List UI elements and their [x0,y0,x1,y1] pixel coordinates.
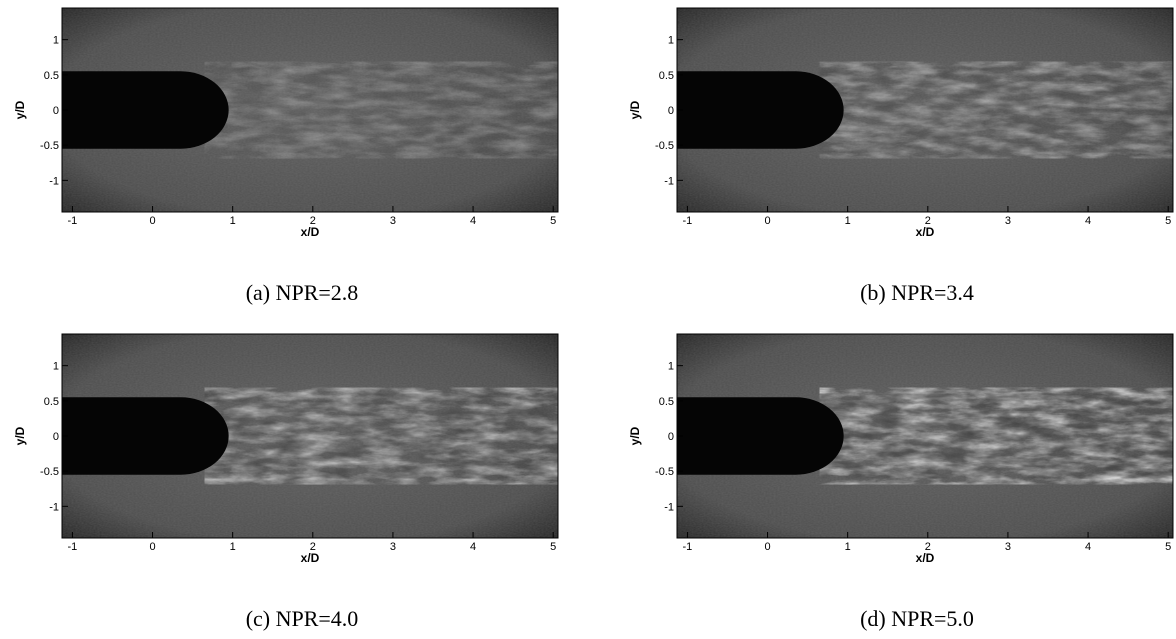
jet-dark [819,67,1173,153]
y-tick-label: -1 [49,175,59,187]
schlieren-image: -1 0 1 2 3 4 5 -1 -0.5 0 0.5 1 x/D y/D (c) NPR=4.0 [13,333,559,631]
x-tick-label: 0 [149,215,155,227]
x-tick-label: 5 [550,541,556,553]
x-tick-label: 1 [230,541,236,553]
jet-dark [204,67,558,153]
x-tick-label: -1 [683,215,693,227]
y-tick-label: 0 [53,431,59,443]
caption: (a) NPR=2.8 [246,280,359,305]
y-tick-label: -1 [664,175,674,187]
caption: (c) NPR=4.0 [246,606,359,631]
x-tick-label: 1 [230,215,236,227]
y-tick-label: 1 [53,361,59,373]
y-tick-label: 0.5 [659,70,674,82]
x-tick-label: 0 [764,215,770,227]
x-tick-label: 1 [845,541,851,553]
y-axis-label: y/D [628,100,642,119]
x-axis-label: x/D [301,225,320,239]
image-content [677,8,1173,212]
y-tick-label: 0.5 [659,396,674,408]
y-tick-label: -0.5 [40,466,59,478]
schlieren-image: -1 0 1 2 3 4 5 -1 -0.5 0 0.5 1 x/D y/D (a) NPR=2.8 [13,7,559,305]
x-tick-label: 4 [470,541,476,553]
y-tick-label: -0.5 [40,140,59,152]
x-tick-label: 4 [1085,215,1091,227]
jet-dark [819,393,1173,479]
x-axis-label: x/D [916,551,935,565]
x-tick-label: 4 [1085,541,1091,553]
x-tick-label: -1 [683,541,693,553]
image-content [62,8,558,212]
nozzle [677,71,844,149]
y-tick-label: -0.5 [655,140,674,152]
x-tick-label: 2 [925,215,931,227]
x-tick-label: 5 [1165,215,1171,227]
y-tick-label: 0 [53,105,59,117]
image-content [677,334,1173,538]
x-tick-label: 5 [550,215,556,227]
y-tick-label: 0.5 [44,70,59,82]
y-tick-label: 1 [668,361,674,373]
y-tick-label: -1 [49,501,59,513]
y-tick-label: 1 [53,35,59,47]
x-tick-label: 3 [1005,215,1011,227]
y-axis-label: y/D [13,426,27,445]
y-tick-label: 1 [668,35,674,47]
x-tick-label: 3 [1005,541,1011,553]
x-tick-label: 3 [390,215,396,227]
y-axis-label: y/D [628,426,642,445]
caption: (d) NPR=5.0 [860,606,974,631]
y-tick-label: 0.5 [44,396,59,408]
x-tick-label: 3 [390,541,396,553]
x-tick-label: 5 [1165,541,1171,553]
jet-dark [204,393,558,479]
x-tick-label: 0 [764,541,770,553]
x-tick-label: 4 [470,215,476,227]
x-tick-label: 2 [925,541,931,553]
x-tick-label: 2 [310,541,316,553]
x-tick-label: 0 [149,541,155,553]
schlieren-image: -1 0 1 2 3 4 5 -1 -0.5 0 0.5 1 x/D y/D (b) NPR=3.4 [628,7,1174,305]
caption: (b) NPR=3.4 [860,280,974,305]
nozzle [62,71,229,149]
x-axis-label: x/D [916,225,935,239]
x-tick-label: 1 [845,215,851,227]
y-tick-label: 0 [668,105,674,117]
y-tick-label: -1 [664,501,674,513]
y-tick-label: 0 [668,431,674,443]
image-content [62,334,558,538]
x-tick-label: 2 [310,215,316,227]
x-tick-label: -1 [68,215,78,227]
y-tick-label: -0.5 [655,466,674,478]
y-axis-label: y/D [13,100,27,119]
x-axis-label: x/D [301,551,320,565]
schlieren-image: -1 0 1 2 3 4 5 -1 -0.5 0 0.5 1 x/D y/D (d) NPR=5.0 [628,333,1174,631]
nozzle [62,397,229,475]
x-tick-label: -1 [68,541,78,553]
nozzle [677,397,844,475]
